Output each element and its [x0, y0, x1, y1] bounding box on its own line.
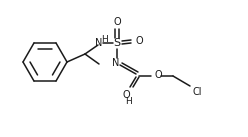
Text: H: H: [126, 98, 132, 106]
Text: S: S: [113, 38, 121, 48]
Text: N: N: [112, 58, 120, 68]
Text: O: O: [154, 70, 162, 80]
Text: O: O: [113, 17, 121, 27]
Text: O: O: [135, 36, 143, 46]
Text: H: H: [101, 35, 107, 45]
Text: O: O: [122, 90, 130, 100]
Text: N: N: [95, 38, 103, 48]
Text: Cl: Cl: [192, 87, 202, 97]
